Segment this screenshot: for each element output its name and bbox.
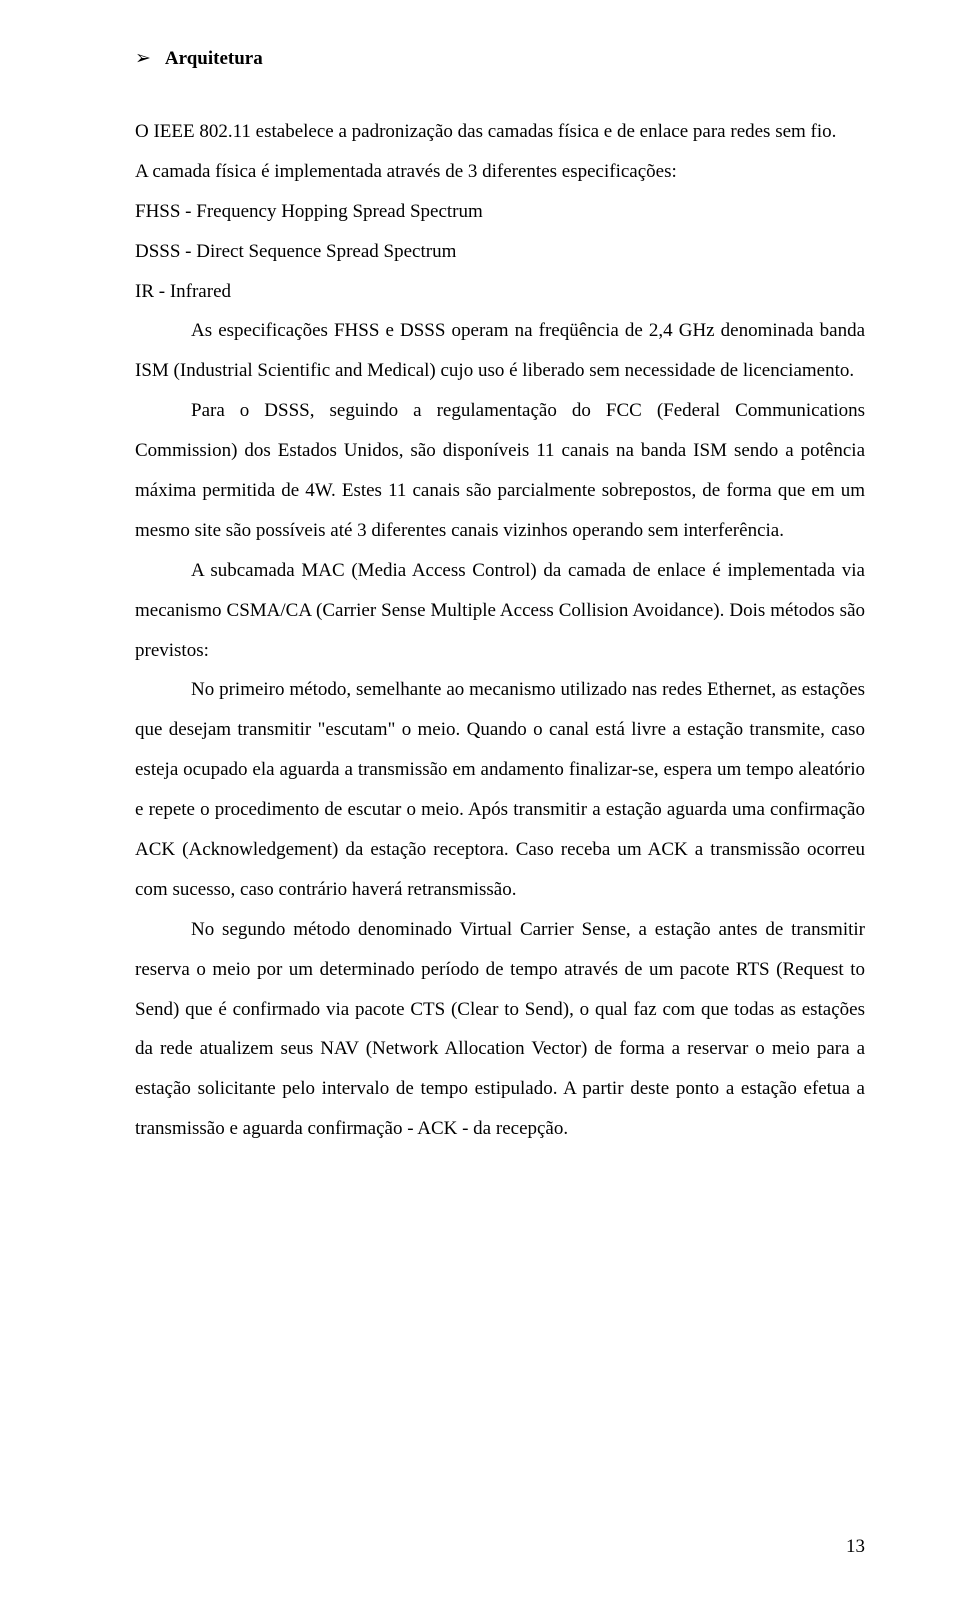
paragraph-6: No primeiro método, semelhante ao mecani… bbox=[135, 670, 865, 909]
list-item: DSSS - Direct Sequence Spread Spectrum bbox=[135, 232, 865, 272]
paragraph-4: Para o DSSS, seguindo a regulamentação d… bbox=[135, 391, 865, 551]
heading-marker-icon: ➢ bbox=[135, 49, 151, 68]
paragraph-3: As especificações FHSS e DSSS operam na … bbox=[135, 311, 865, 391]
section-heading: ➢ Arquitetura bbox=[135, 48, 865, 70]
list-item: IR - Infrared bbox=[135, 272, 865, 312]
paragraph-7: No segundo método denominado Virtual Car… bbox=[135, 910, 865, 1149]
spec-list: FHSS - Frequency Hopping Spread Spectrum… bbox=[135, 192, 865, 312]
paragraph-3-text: As especificações FHSS e DSSS operam na … bbox=[135, 320, 865, 381]
paragraph-5: A subcamada MAC (Media Access Control) d… bbox=[135, 551, 865, 671]
page-number: 13 bbox=[846, 1536, 865, 1558]
heading-text: Arquitetura bbox=[165, 48, 263, 70]
list-item: FHSS - Frequency Hopping Spread Spectrum bbox=[135, 192, 865, 232]
paragraph-2-lead: A camada física é implementada através d… bbox=[135, 152, 865, 192]
paragraph-1: O IEEE 802.11 estabelece a padronização … bbox=[135, 112, 865, 152]
